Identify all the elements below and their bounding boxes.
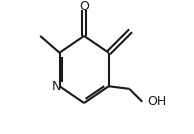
Text: O: O xyxy=(79,0,89,13)
Text: N: N xyxy=(52,80,61,93)
Text: OH: OH xyxy=(147,95,166,108)
